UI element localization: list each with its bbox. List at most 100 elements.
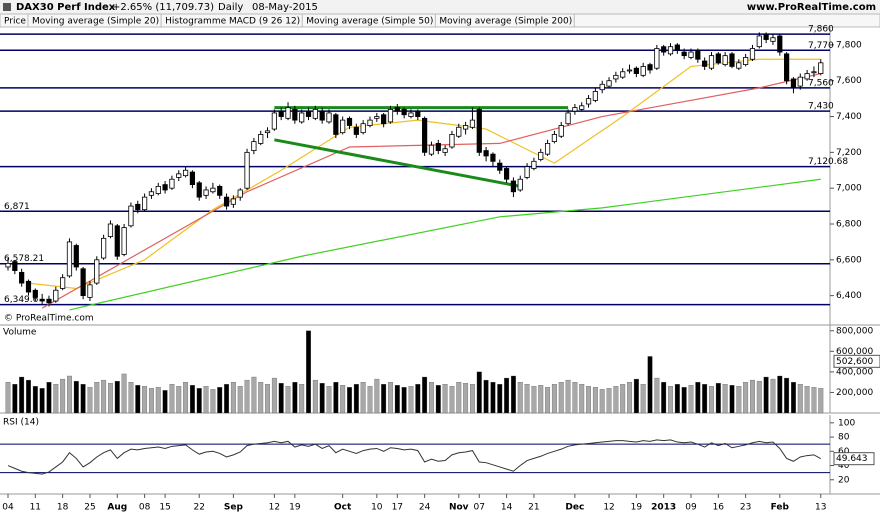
y-tick-label: 80 — [838, 433, 850, 443]
candle-body — [374, 116, 380, 119]
candle-body — [169, 178, 175, 189]
candle-body — [182, 169, 189, 177]
volume-bar — [715, 383, 721, 414]
level-label: 7,120.68 — [808, 157, 848, 167]
volume-bar — [633, 378, 639, 414]
candle-body — [428, 144, 435, 155]
candle-body — [387, 108, 394, 123]
y-tick-label: 200,000 — [836, 388, 873, 398]
x-tick-label: 25 — [84, 503, 95, 513]
level-label: 6,349.6 — [4, 295, 39, 305]
volume-bar — [524, 384, 530, 414]
candle-body — [223, 196, 230, 207]
volume-bar — [258, 382, 264, 414]
candle-body — [340, 119, 346, 134]
header-bar — [0, 0, 880, 14]
volume-bar — [627, 382, 632, 414]
x-tick-label: 19 — [631, 503, 643, 513]
candle-body — [647, 64, 653, 71]
x-tick-label: 10 — [371, 503, 383, 513]
candle-body — [5, 262, 11, 268]
x-tick-label: Nov — [449, 503, 469, 513]
volume-bar — [579, 384, 585, 414]
candle-body — [121, 227, 127, 255]
volume-bar — [87, 387, 93, 414]
volume-bar — [224, 384, 230, 414]
volume-bar — [572, 382, 578, 414]
volume-bar — [265, 384, 270, 414]
candle-body — [654, 48, 660, 69]
volume-bar — [490, 382, 496, 414]
volume-bar — [94, 382, 100, 414]
volume-bar — [661, 382, 667, 414]
candle-body — [592, 91, 598, 101]
candle-body — [640, 65, 646, 76]
candle-body — [394, 107, 400, 112]
volume-bar — [39, 388, 45, 414]
volume-bar — [497, 384, 503, 414]
candle-body — [469, 119, 476, 128]
panel-label: Volume — [3, 328, 37, 338]
candle-body — [271, 112, 277, 130]
candle-body — [490, 153, 496, 162]
candle-body — [73, 245, 79, 268]
plot: 6,400 6,600 6,800 7,000 7,200 7,400 7,600 7,800… — [0, 25, 880, 513]
volume-bar — [688, 385, 694, 414]
candle-body — [811, 71, 817, 74]
x-tick-label: 12 — [269, 503, 280, 513]
volume-bar — [340, 385, 346, 414]
x-tick-label: 17 — [392, 503, 403, 513]
candle-body — [278, 110, 284, 117]
candle-body — [633, 67, 639, 74]
volume-bar — [743, 382, 749, 414]
volume-bar — [818, 388, 824, 414]
candle-body — [777, 35, 783, 53]
rsi-marker-box — [833, 452, 875, 466]
candle-body — [497, 162, 503, 171]
volume-bar — [353, 384, 359, 414]
volume-bar — [586, 386, 591, 414]
candle-body — [722, 55, 728, 66]
candle-body — [230, 198, 236, 205]
x-tick-label: 11 — [30, 503, 41, 513]
y-tick-label: 7,000 — [836, 184, 862, 194]
volume-bar — [73, 380, 79, 414]
volume-bar — [306, 330, 311, 414]
y-tick-label: 6,400 — [836, 291, 862, 301]
volume-bar — [189, 385, 195, 414]
volume-bar — [101, 379, 107, 414]
volume-bar — [483, 379, 489, 414]
candle-body — [463, 125, 469, 130]
legend-entry: Moving average (Simple 20) — [32, 17, 159, 27]
volume-bar — [722, 384, 728, 414]
volume-bar — [804, 386, 810, 414]
level-label: 6,578.21 — [4, 254, 44, 264]
candle-body — [579, 105, 585, 110]
candle-body — [613, 74, 619, 80]
volume-bar — [333, 382, 339, 414]
volume-bar — [695, 382, 701, 414]
volume-bar — [299, 384, 305, 414]
volume-bar — [401, 387, 407, 414]
volume-bar — [32, 386, 38, 414]
volume-marker-box — [833, 354, 880, 368]
candle-body — [189, 171, 196, 185]
candle-body — [784, 53, 790, 82]
legend-bar — [0, 13, 880, 28]
x-tick-label: 24 — [419, 503, 431, 513]
candle-body — [292, 108, 298, 121]
volume-bar — [613, 386, 619, 414]
candle-body — [585, 98, 592, 105]
volume-bar — [251, 376, 257, 414]
candle-body — [688, 51, 694, 58]
volume-bar — [312, 379, 318, 414]
x-tick-label: Dec — [565, 503, 584, 513]
candle-body — [217, 185, 223, 196]
volume-bar — [668, 386, 673, 414]
volume-bar — [12, 384, 18, 414]
volume-bar — [784, 377, 790, 414]
volume-bar — [545, 387, 551, 414]
y-tick-label: 7,800 — [836, 40, 862, 50]
volume-bar — [319, 383, 325, 414]
candle-body — [818, 62, 824, 74]
